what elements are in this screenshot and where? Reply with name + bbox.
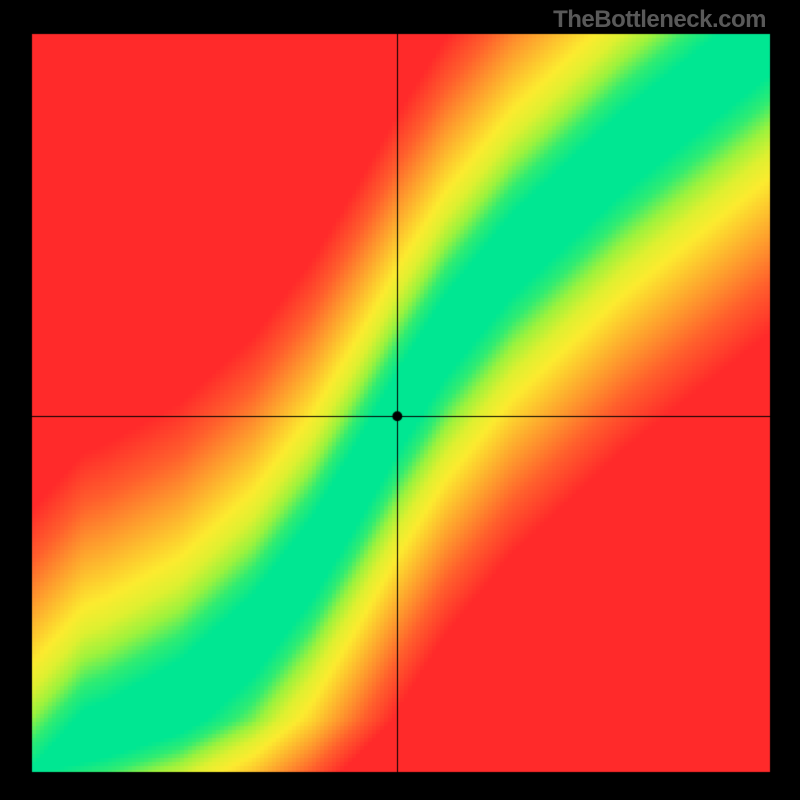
heatmap-canvas [0, 0, 800, 800]
chart-container: TheBottleneck.com [0, 0, 800, 800]
watermark-text: TheBottleneck.com [553, 6, 766, 34]
